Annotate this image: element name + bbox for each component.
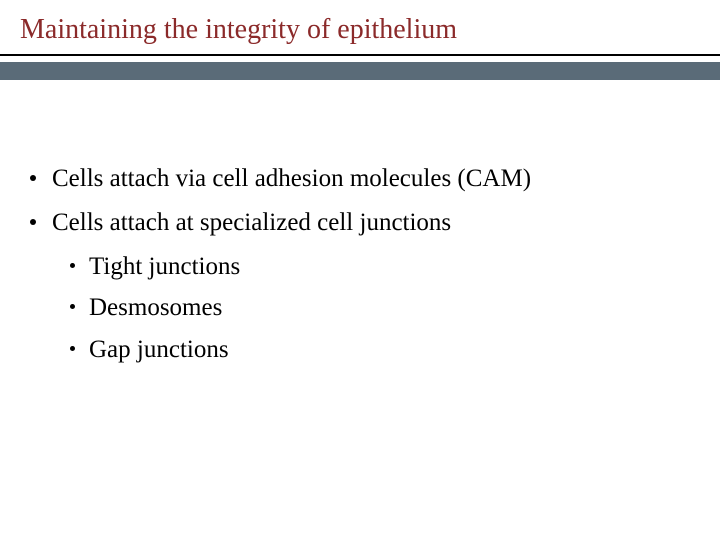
- bullet-text: Cells attach via cell adhesion molecules…: [52, 162, 531, 196]
- slide-container: Maintaining the integrity of epithelium …: [0, 0, 720, 540]
- sub-bullet-item: Gap junctions: [70, 333, 690, 367]
- bullet-text: Tight junctions: [89, 250, 240, 284]
- bullet-item: Cells attach via cell adhesion molecules…: [30, 162, 690, 196]
- bullet-dot-icon: [30, 219, 36, 225]
- sub-bullet-item: Tight junctions: [70, 250, 690, 284]
- title-underline-thin: [0, 54, 720, 56]
- bullet-dot-icon: [70, 263, 75, 268]
- bullet-item: Cells attach at specialized cell junctio…: [30, 206, 690, 240]
- content-area: Cells attach via cell adhesion molecules…: [0, 80, 720, 367]
- bullet-dot-icon: [70, 304, 75, 309]
- bullet-text: Gap junctions: [89, 333, 229, 367]
- bullet-text: Desmosomes: [89, 291, 222, 325]
- bullet-dot-icon: [30, 175, 36, 181]
- bullet-dot-icon: [70, 346, 75, 351]
- title-underline-thick: [0, 62, 720, 80]
- slide-title: Maintaining the integrity of epithelium: [0, 0, 720, 54]
- bullet-text: Cells attach at specialized cell junctio…: [52, 206, 451, 240]
- sub-bullet-item: Desmosomes: [70, 291, 690, 325]
